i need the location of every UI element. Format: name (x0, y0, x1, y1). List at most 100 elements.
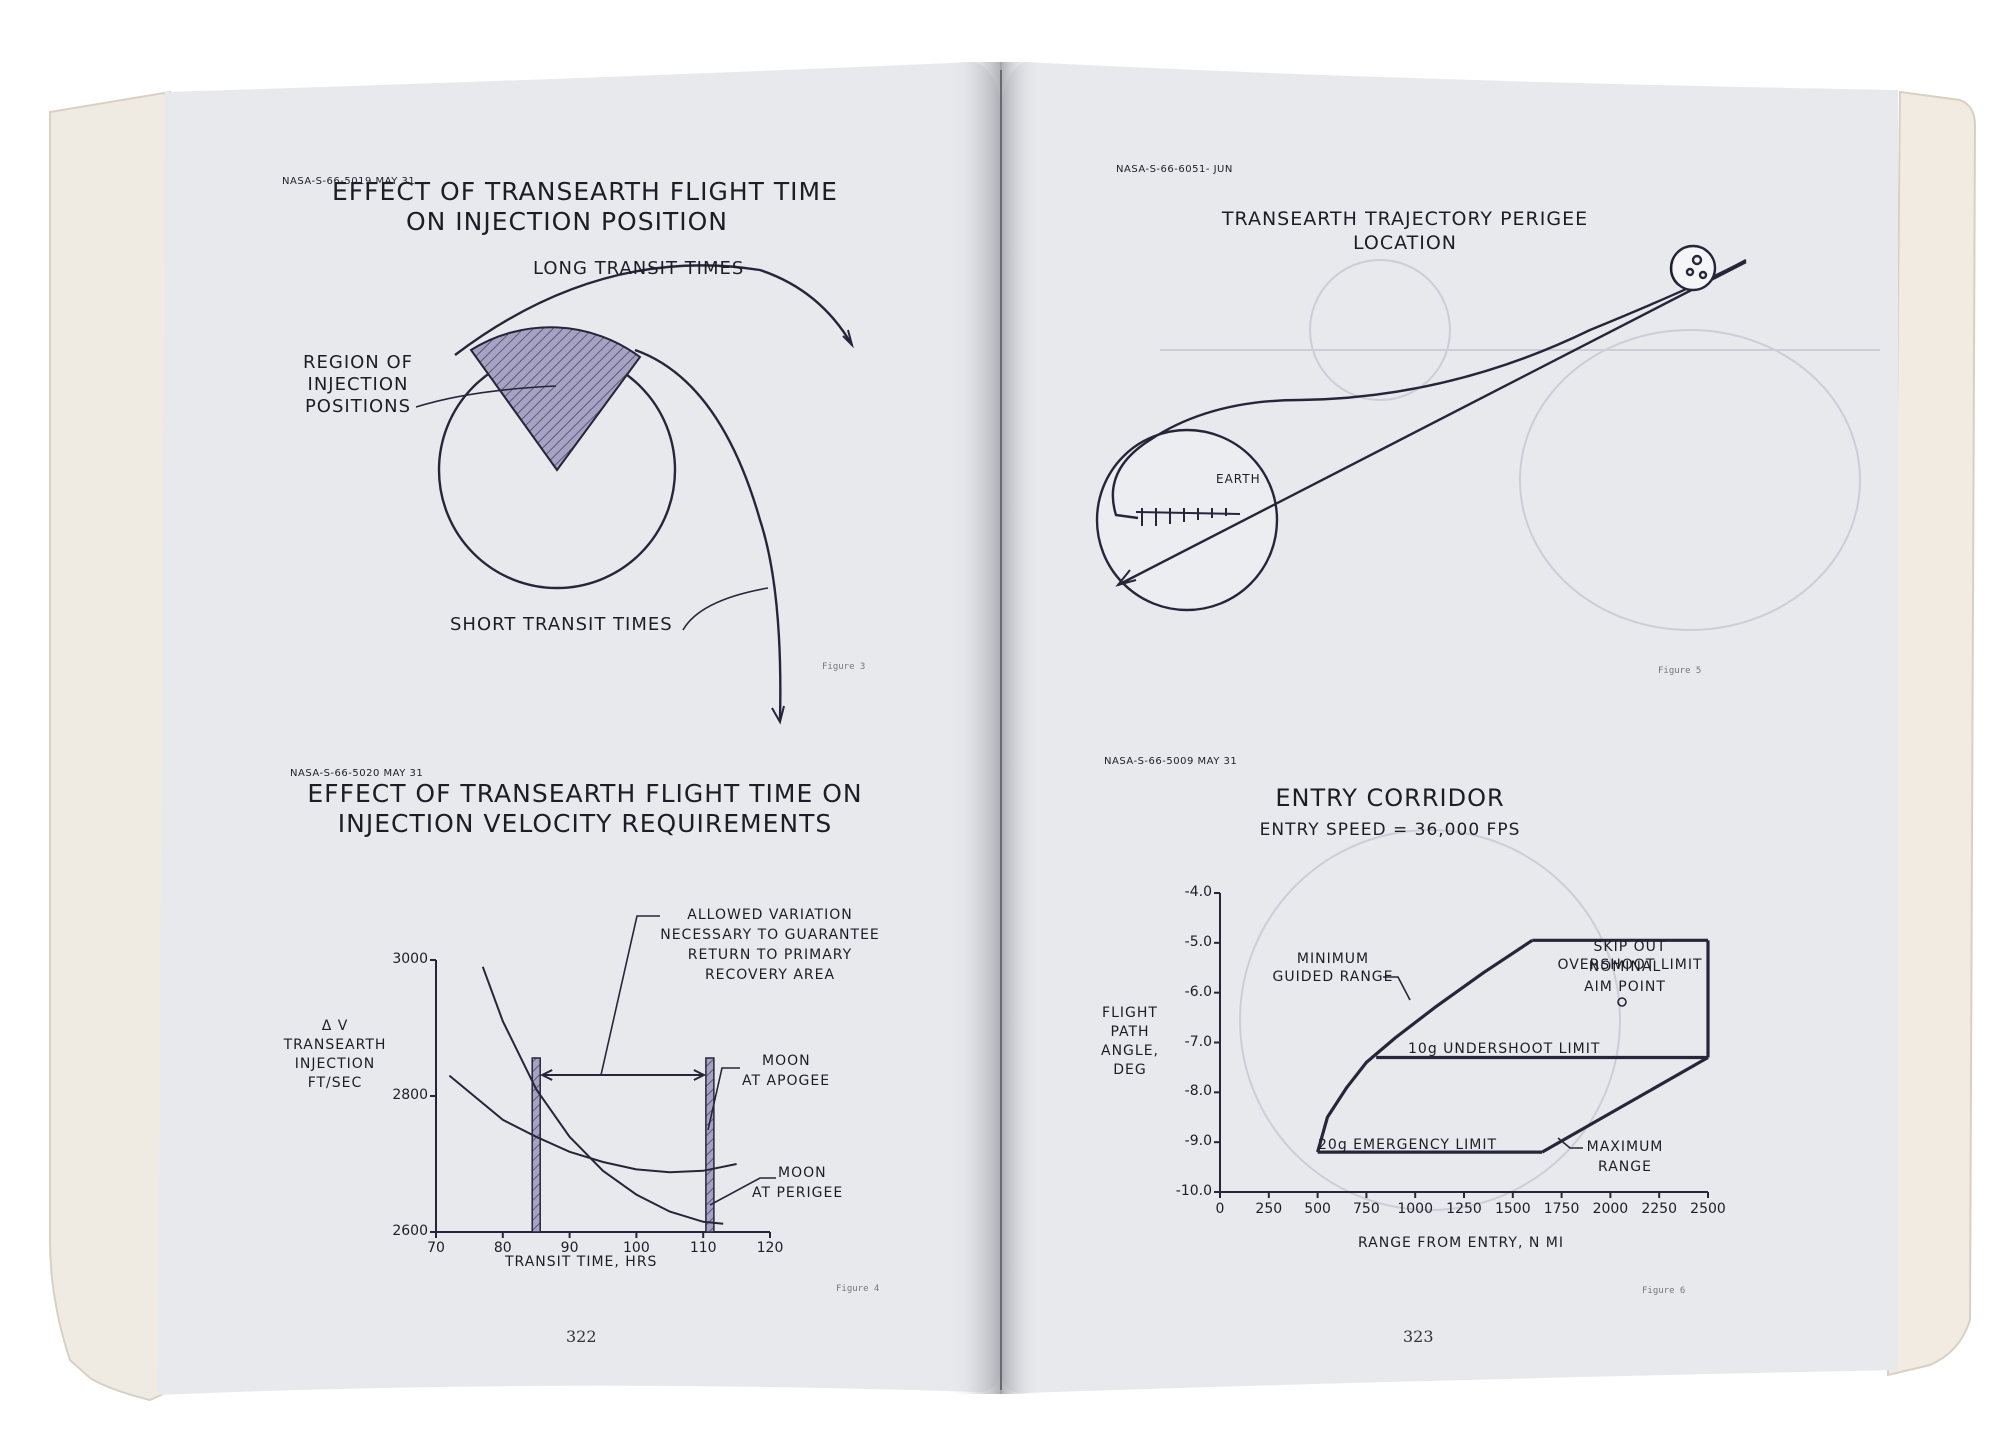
fig5-diagram (1095, 244, 1747, 612)
fig6-x-tick-label: 1000 (1397, 1201, 1433, 1217)
fig3-long-arrowhead (842, 329, 854, 349)
fig4-y-tick-label: 2600 (392, 1223, 428, 1239)
fig6-subtitle: ENTRY SPEED = 36,000 FPS (1259, 820, 1521, 840)
fig5-ticks (1135, 508, 1241, 526)
fig3-figure-label: Figure 3 (822, 662, 866, 672)
fig6-y-tick-label: -10.0 (1175, 1183, 1212, 1199)
fig3-code: NASA-S-66-5019 MAY 31 (282, 176, 416, 187)
fig4-series-apogee (448, 1074, 737, 1174)
fig6-min-line2: GUIDED RANGE (1272, 969, 1394, 985)
fig6-skip-line2: OVERSHOOT LIMIT (1557, 957, 1703, 973)
fig5-direct-line (1117, 260, 1747, 587)
fig5-earth-label: EARTH (1216, 472, 1261, 486)
fig4-x-tick-label: 70 (427, 1240, 445, 1256)
fig6-figure-label: Figure 6 (1642, 1286, 1686, 1296)
right-page (1000, 62, 1898, 1394)
fig6-corridor-line (1541, 1056, 1709, 1154)
fig4-perigee-line2: AT PERIGEE (752, 1185, 844, 1201)
fig6-y-tick-label: -5.0 (1184, 933, 1212, 950)
fig4-allowed-leader (600, 915, 660, 1076)
fig4-allowed-line4: RECOVERY AREA (704, 967, 836, 983)
fig3-region-sector (469, 326, 642, 472)
fig6-aim-marker (1617, 997, 1627, 1007)
fig6-max-line2: RANGE (1598, 1159, 1652, 1175)
fig6-ylabel-line3: ANGLE, (1101, 1043, 1159, 1059)
fig5-earth-circle (1095, 428, 1279, 612)
fig6-skip-line1: SKIP OUT (1593, 939, 1667, 955)
gutter-shadow-right (1000, 62, 1040, 1394)
right-page-number: 323 (1403, 1327, 1434, 1346)
fig6-y-tick-label: -9.0 (1184, 1133, 1212, 1150)
fig3-long-transit-label: LONG TRANSIT TIMES (533, 258, 745, 279)
fig6-ylabel-line4: DEG (1113, 1062, 1147, 1078)
fig6-min-leader (1383, 976, 1411, 1001)
fig5-trajectory-curve (1111, 258, 1747, 520)
fig4-span-arrow-right (693, 1069, 707, 1081)
fig6-nominal-line2: AIM POINT (1584, 979, 1666, 995)
fig4-apogee-leader (707, 1067, 740, 1131)
fig4-annotations (600, 915, 776, 1206)
fig4-allowed-line3: RETURN TO PRIMARY (687, 947, 853, 963)
fig4-allowed-line1: ALLOWED VARIATION (687, 907, 853, 923)
fig6-plot (1214, 892, 1710, 1198)
fig4-ylabel-line2: TRANSEARTH (283, 1037, 387, 1053)
fig4-title-line2: INJECTION VELOCITY REQUIREMENTS (337, 809, 833, 838)
fig6-emergency-label: 20g EMERGENCY LIMIT (1318, 1137, 1498, 1153)
fig6-nominal-line1: NOMINAL (1588, 959, 1662, 975)
fig6-y-tick-label: -4.0 (1184, 884, 1212, 900)
fig6-x-tick-label: 0 (1215, 1201, 1225, 1217)
fig4-x-tick-label: 90 (560, 1240, 579, 1256)
fig3-short-arc (634, 348, 782, 721)
fig5-code: NASA-S-66-6051- JUN (1116, 164, 1233, 175)
fig3-region-leader (415, 385, 557, 408)
fig3-region-line3: POSITIONS (304, 396, 412, 417)
fig6-x-tick-label: 1750 (1543, 1201, 1580, 1217)
fig6-x-tick-label: 1500 (1494, 1201, 1531, 1217)
left-page-number: 322 (566, 1327, 597, 1346)
fig6-undershoot-label: 10g UNDERSHOOT LIMIT (1408, 1041, 1601, 1057)
fig4-y-tick-label: 2800 (392, 1087, 428, 1103)
fig4-figure-label: Figure 4 (836, 1284, 880, 1294)
fig4-ylabel-line3: INJECTION (294, 1056, 376, 1072)
fig4-plot (430, 959, 771, 1238)
fig5-moon-icon (1669, 244, 1717, 292)
fig6-max-leader (1557, 1137, 1583, 1149)
fig4-perigee-line1: MOON (778, 1165, 827, 1181)
fig6-max-line1: MAXIMUM (1586, 1139, 1664, 1155)
gutter-shadow-left (950, 62, 1002, 1394)
fig6-x-tick-label: 500 (1304, 1201, 1331, 1217)
fig6-annotations (1383, 976, 1627, 1149)
fig4-y-tick-label: 3000 (392, 951, 428, 967)
fig5-arrowhead (1115, 569, 1137, 587)
fig3-region-line1: REGION OF (302, 352, 413, 373)
fig6-x-tick-label: 2250 (1641, 1201, 1677, 1217)
fig4-ylabel-line4: FT/SEC (307, 1075, 363, 1091)
fig6-x-tick-label: 2000 (1592, 1201, 1629, 1217)
fig4-apogee-line1: MOON (762, 1053, 811, 1069)
fig6-x-tick-label: 750 (1353, 1201, 1380, 1217)
fig4-apogee-line2: AT APOGEE (742, 1073, 831, 1089)
fig6-y-tick-label: -6.0 (1184, 983, 1212, 1000)
fig3-long-arc (454, 264, 854, 356)
fig3-title-line2: ON INJECTION POSITION (405, 207, 728, 236)
fig6-code: NASA-S-66-5009 MAY 31 (1104, 756, 1238, 767)
fig6-ylabel-line2: PATH (1110, 1024, 1150, 1040)
bleed-through (1160, 259, 1880, 1211)
fig6-x-tick-label: 2500 (1690, 1201, 1726, 1217)
fig4-x-tick-label: 120 (756, 1240, 784, 1256)
fig5-figure-label: Figure 5 (1658, 666, 1702, 676)
fig3-region-line2: INJECTION (307, 374, 409, 395)
fig3-title-line1: EFFECT OF TRANSEARTH FLIGHT TIME (332, 177, 838, 206)
fig3-short-transit-label: SHORT TRANSIT TIMES (450, 614, 673, 635)
fig6-ylabel-line1: FLIGHT (1102, 1005, 1158, 1021)
left-page (158, 62, 1002, 1395)
fig6-min-line1: MINIMUM (1296, 951, 1370, 967)
fig4-title-line1: EFFECT OF TRANSEARTH FLIGHT TIME ON (307, 779, 863, 808)
fig4-allowed-line2: NECESSARY TO GUARANTEE (660, 927, 880, 943)
fig4-bound-bar (705, 1057, 715, 1233)
fig6-y-tick-label: -8.0 (1184, 1083, 1212, 1100)
fig4-ylabel-line1: Δ V (321, 1018, 349, 1034)
fig4-xlabel: TRANSIT TIME, HRS (505, 1254, 658, 1270)
right-page-stack (1886, 90, 1977, 1377)
